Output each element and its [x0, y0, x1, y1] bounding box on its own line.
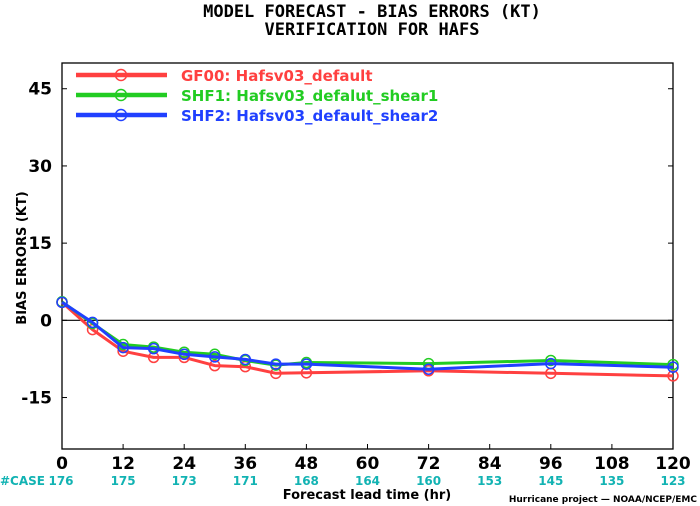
x-tick-label: 84 [478, 454, 502, 474]
case-count: 168 [294, 474, 319, 488]
x-tick-label: 0 [56, 454, 68, 474]
case-count: 171 [233, 474, 258, 488]
case-count: 164 [355, 474, 380, 488]
credit-text: Hurricane project — NOAA/NCEP/EMC [509, 495, 698, 505]
data-point [300, 358, 313, 370]
data-point [147, 342, 160, 355]
case-count: 175 [111, 474, 136, 488]
data-point [545, 357, 557, 370]
legend-marker [114, 88, 128, 102]
series-2 [56, 296, 679, 371]
data-point [56, 296, 68, 309]
case-count-row: #CASE 176 175 173 171 168 164 160 153 145 135 123 [0, 474, 686, 488]
chart-title: MODEL FORECAST - BIAS ERRORS (KT) [203, 2, 541, 22]
case-count: 160 [416, 474, 441, 488]
data-point [209, 359, 221, 372]
y-tick-label: 15 [28, 234, 52, 254]
legend-item: GF00: Hafsv03_default [76, 67, 372, 85]
data-point [86, 316, 99, 329]
x-tick-label: 108 [594, 454, 630, 474]
case-count: 145 [538, 474, 563, 488]
data-point [667, 370, 679, 382]
x-tick-label: 72 [417, 454, 441, 474]
x-tick-label: 96 [539, 454, 563, 474]
legend: GF00: Hafsv03_default SHF1: Hafsv03_defal… [76, 67, 438, 125]
x-tick-label: 24 [172, 454, 196, 474]
case-label: #CASE [0, 474, 45, 488]
data-point [209, 351, 221, 363]
case-count: 135 [599, 474, 624, 488]
x-axis: 0 12 24 36 48 60 72 84 96 108 120 [56, 444, 691, 474]
x-tick-label: 36 [233, 454, 257, 474]
y-axis-label: BIAS ERRORS (KT) [15, 191, 30, 324]
x-tick-label: 12 [111, 454, 135, 474]
series-line [61, 301, 674, 371]
case-count: 176 [48, 474, 73, 488]
x-axis-label: Forecast lead time (hr) [283, 488, 451, 503]
case-count: 173 [172, 474, 197, 488]
legend-marker [114, 108, 128, 122]
data-point [239, 353, 252, 366]
case-count: 123 [660, 474, 685, 488]
legend-label: SHF1: Hafsv03_defalut_shear1 [181, 87, 438, 105]
data-point [422, 363, 435, 375]
legend-label: SHF2: Hafsv03_default_shear2 [181, 107, 438, 125]
y-axis: -15 0 15 30 45 [21, 80, 673, 409]
series-1 [56, 296, 679, 382]
legend-item: SHF1: Hafsv03_defalut_shear1 [76, 87, 438, 105]
x-tick-label: 120 [655, 454, 691, 474]
chart-subtitle: VERIFICATION FOR HAFS [265, 20, 480, 40]
y-tick-label: 45 [28, 80, 52, 100]
x-tick-label: 60 [356, 454, 380, 474]
data-point [545, 354, 557, 367]
case-count: 153 [477, 474, 502, 488]
legend-item: SHF2: Hafsv03_default_shear2 [76, 107, 438, 125]
legend-marker [114, 68, 128, 82]
data-point [178, 348, 190, 361]
series-line [61, 300, 674, 367]
y-tick-label: 0 [40, 311, 52, 331]
data-point [117, 341, 129, 354]
x-tick-label: 48 [295, 454, 319, 474]
y-tick-label: 30 [28, 157, 52, 177]
series-layer [56, 296, 679, 382]
legend-label: GF00: Hafsv03_default [181, 67, 372, 85]
y-tick-label: -15 [21, 389, 52, 409]
series-3 [56, 296, 679, 375]
data-point [270, 358, 282, 370]
data-point [667, 361, 679, 373]
